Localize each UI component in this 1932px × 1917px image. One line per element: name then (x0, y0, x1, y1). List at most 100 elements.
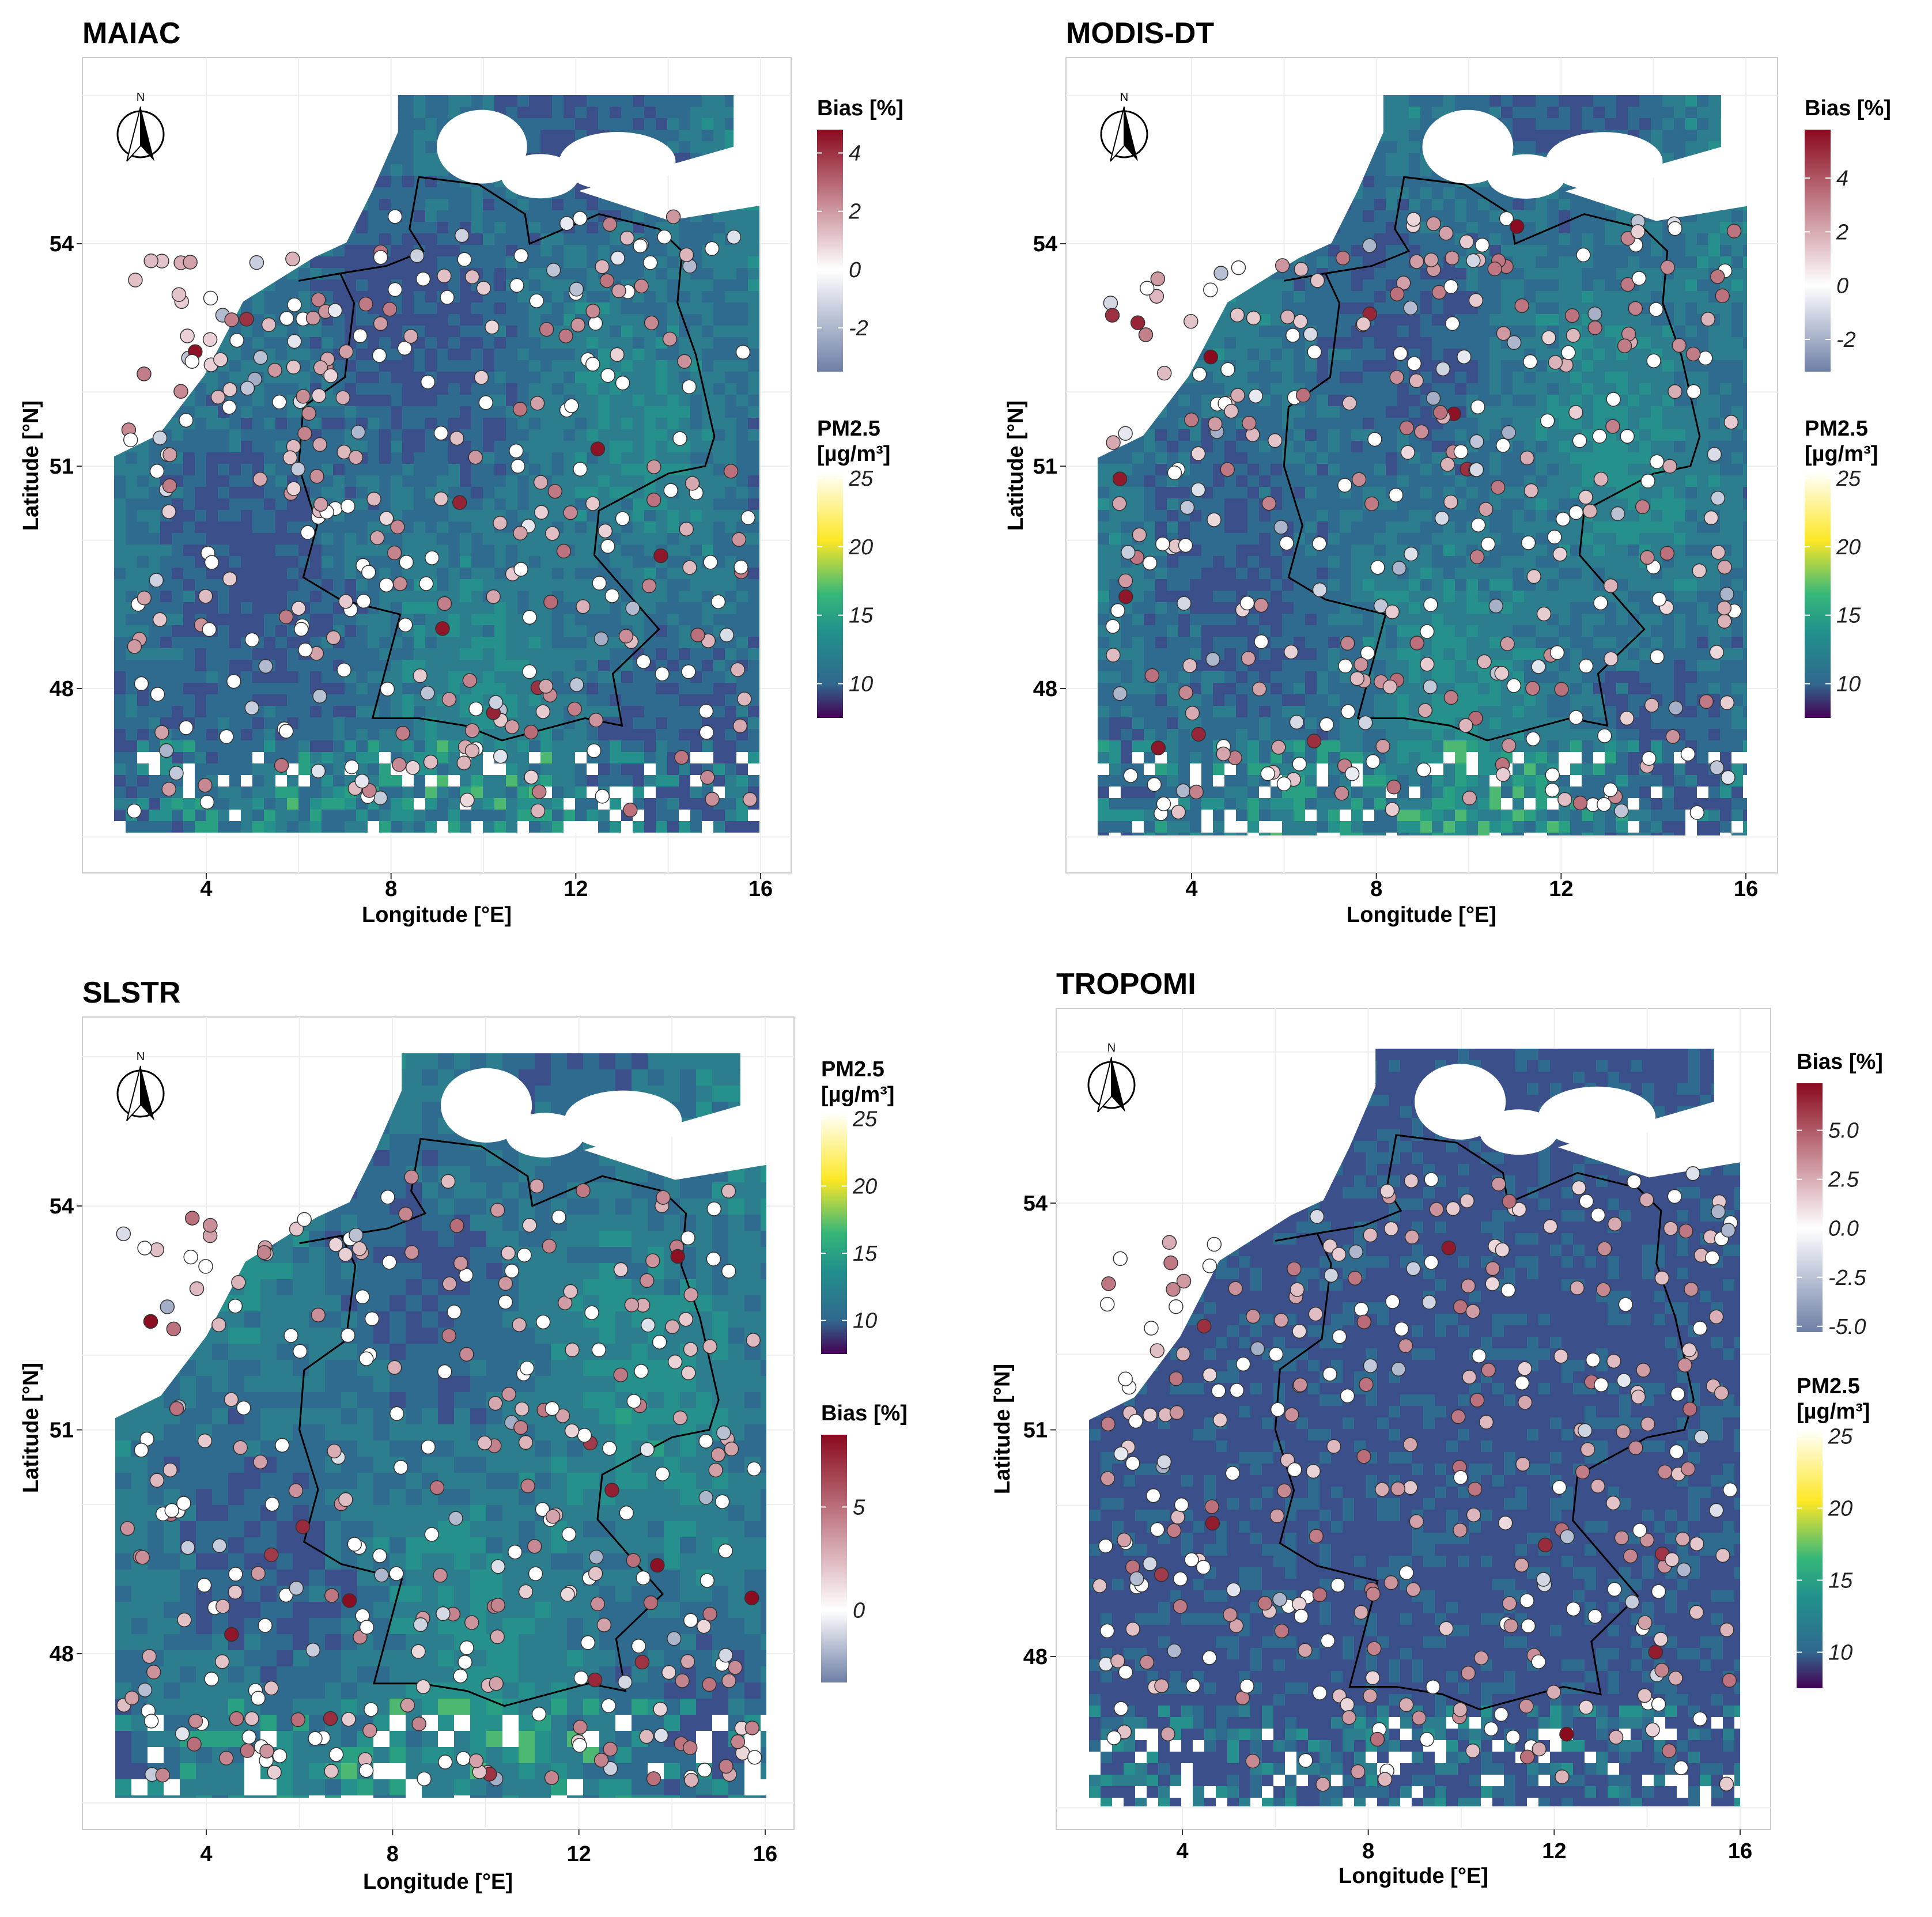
station-point (1538, 1537, 1553, 1553)
station-point (1123, 768, 1139, 783)
station-point (730, 662, 746, 677)
legend-tick-label: 5 (853, 1495, 865, 1519)
station-point (305, 1642, 320, 1658)
station-point (1668, 1670, 1683, 1686)
station-point (1322, 1367, 1337, 1382)
station-point (1651, 592, 1667, 607)
station-point (1500, 1283, 1516, 1298)
station-point (1290, 1282, 1305, 1297)
station-point (655, 1466, 670, 1481)
station-point (1150, 1343, 1165, 1358)
station-point (1191, 727, 1206, 742)
station-point (283, 1328, 298, 1343)
station-point (1552, 1480, 1567, 1495)
x-axis-ticks: 4 8 12 16 (200, 1829, 777, 1866)
station-point (634, 278, 649, 294)
station-point (1203, 282, 1218, 297)
station-point (323, 368, 338, 383)
station-point (392, 757, 407, 772)
station-point (447, 1305, 462, 1319)
station-point (1417, 703, 1433, 718)
station-point (533, 475, 549, 490)
station-point (1469, 1393, 1485, 1408)
legend-tick-label: 15 (1828, 1569, 1853, 1593)
station-point (1331, 1247, 1347, 1262)
station-point (634, 1654, 650, 1670)
station-point (464, 743, 480, 758)
station-point (1365, 1670, 1381, 1685)
station-point (1494, 666, 1509, 681)
station-point (393, 1460, 409, 1475)
station-point (650, 1557, 665, 1573)
station-point (1283, 644, 1299, 660)
north-label: N (1120, 91, 1128, 104)
station-point (1239, 1678, 1254, 1694)
station-point (593, 631, 609, 646)
station-point (1149, 289, 1165, 304)
station-point (1275, 258, 1290, 273)
station-point (538, 679, 554, 694)
station-point (518, 1435, 534, 1450)
station-point (1707, 447, 1722, 462)
station-point (454, 228, 470, 243)
legend-tick-label: 4 (849, 141, 861, 165)
station-point (1473, 1650, 1489, 1666)
station-point (1366, 1586, 1381, 1602)
station-point (224, 1392, 239, 1407)
station-point (1409, 254, 1424, 269)
station-point (1110, 1653, 1125, 1669)
legend-tick-label: 25 (852, 1107, 878, 1132)
station-point (1488, 598, 1504, 614)
station-point (1576, 247, 1591, 263)
station-point (287, 297, 302, 312)
station-point (742, 792, 758, 807)
station-point (663, 483, 678, 498)
station-point (1167, 465, 1182, 481)
station-point (1462, 791, 1477, 806)
station-point (1113, 1251, 1128, 1266)
station-point (1667, 1189, 1683, 1204)
station-point (1358, 715, 1373, 731)
y-axis-ticks: 48 51 54 (50, 232, 82, 701)
station-point (1607, 1582, 1622, 1597)
station-point (522, 1217, 537, 1233)
station-point (524, 769, 539, 785)
legend-title: Bias [%] (817, 96, 903, 120)
station-point (1433, 405, 1448, 420)
station-point (1167, 1643, 1182, 1658)
station-point (1160, 1726, 1175, 1742)
station-point (162, 1462, 178, 1477)
station-point (490, 1203, 505, 1217)
legend-tick-label: -5.0 (1828, 1315, 1866, 1339)
station-point (349, 1227, 364, 1243)
station-point (1421, 1295, 1437, 1310)
station-point (449, 1218, 464, 1233)
station-point (584, 1305, 599, 1320)
y-axis-ticks: 48 51 54 (50, 1194, 82, 1666)
station-point (291, 601, 307, 616)
station-point (724, 1441, 739, 1457)
legend-title-line2: [µg/m³] (1797, 1400, 1870, 1424)
station-point (489, 1676, 504, 1691)
station-point (1515, 1457, 1530, 1472)
x-axis-ticks: 4 8 12 16 (1176, 1829, 1752, 1863)
y-axis-label: Latitude [°N] (19, 1363, 43, 1493)
station-point (212, 1538, 227, 1553)
north-arrow-half-light (126, 106, 141, 162)
station-point (1399, 1565, 1414, 1581)
station-point (572, 211, 588, 226)
station-point (1719, 1622, 1734, 1638)
station-point (1429, 1202, 1444, 1217)
station-point (1280, 309, 1295, 324)
station-point (1490, 480, 1506, 495)
station-point (600, 368, 615, 383)
station-point (1514, 1375, 1530, 1390)
station-point (511, 459, 525, 474)
station-point (389, 1406, 404, 1421)
bias-legend: Bias [%] 5.0 2.5 0.0 -2.5 -5.0 (1797, 1050, 1883, 1339)
north-arrow-half-light (1110, 106, 1125, 162)
station-point (1208, 416, 1223, 432)
station-point (323, 1711, 338, 1726)
station-point (361, 565, 376, 580)
station-point (1184, 314, 1198, 329)
